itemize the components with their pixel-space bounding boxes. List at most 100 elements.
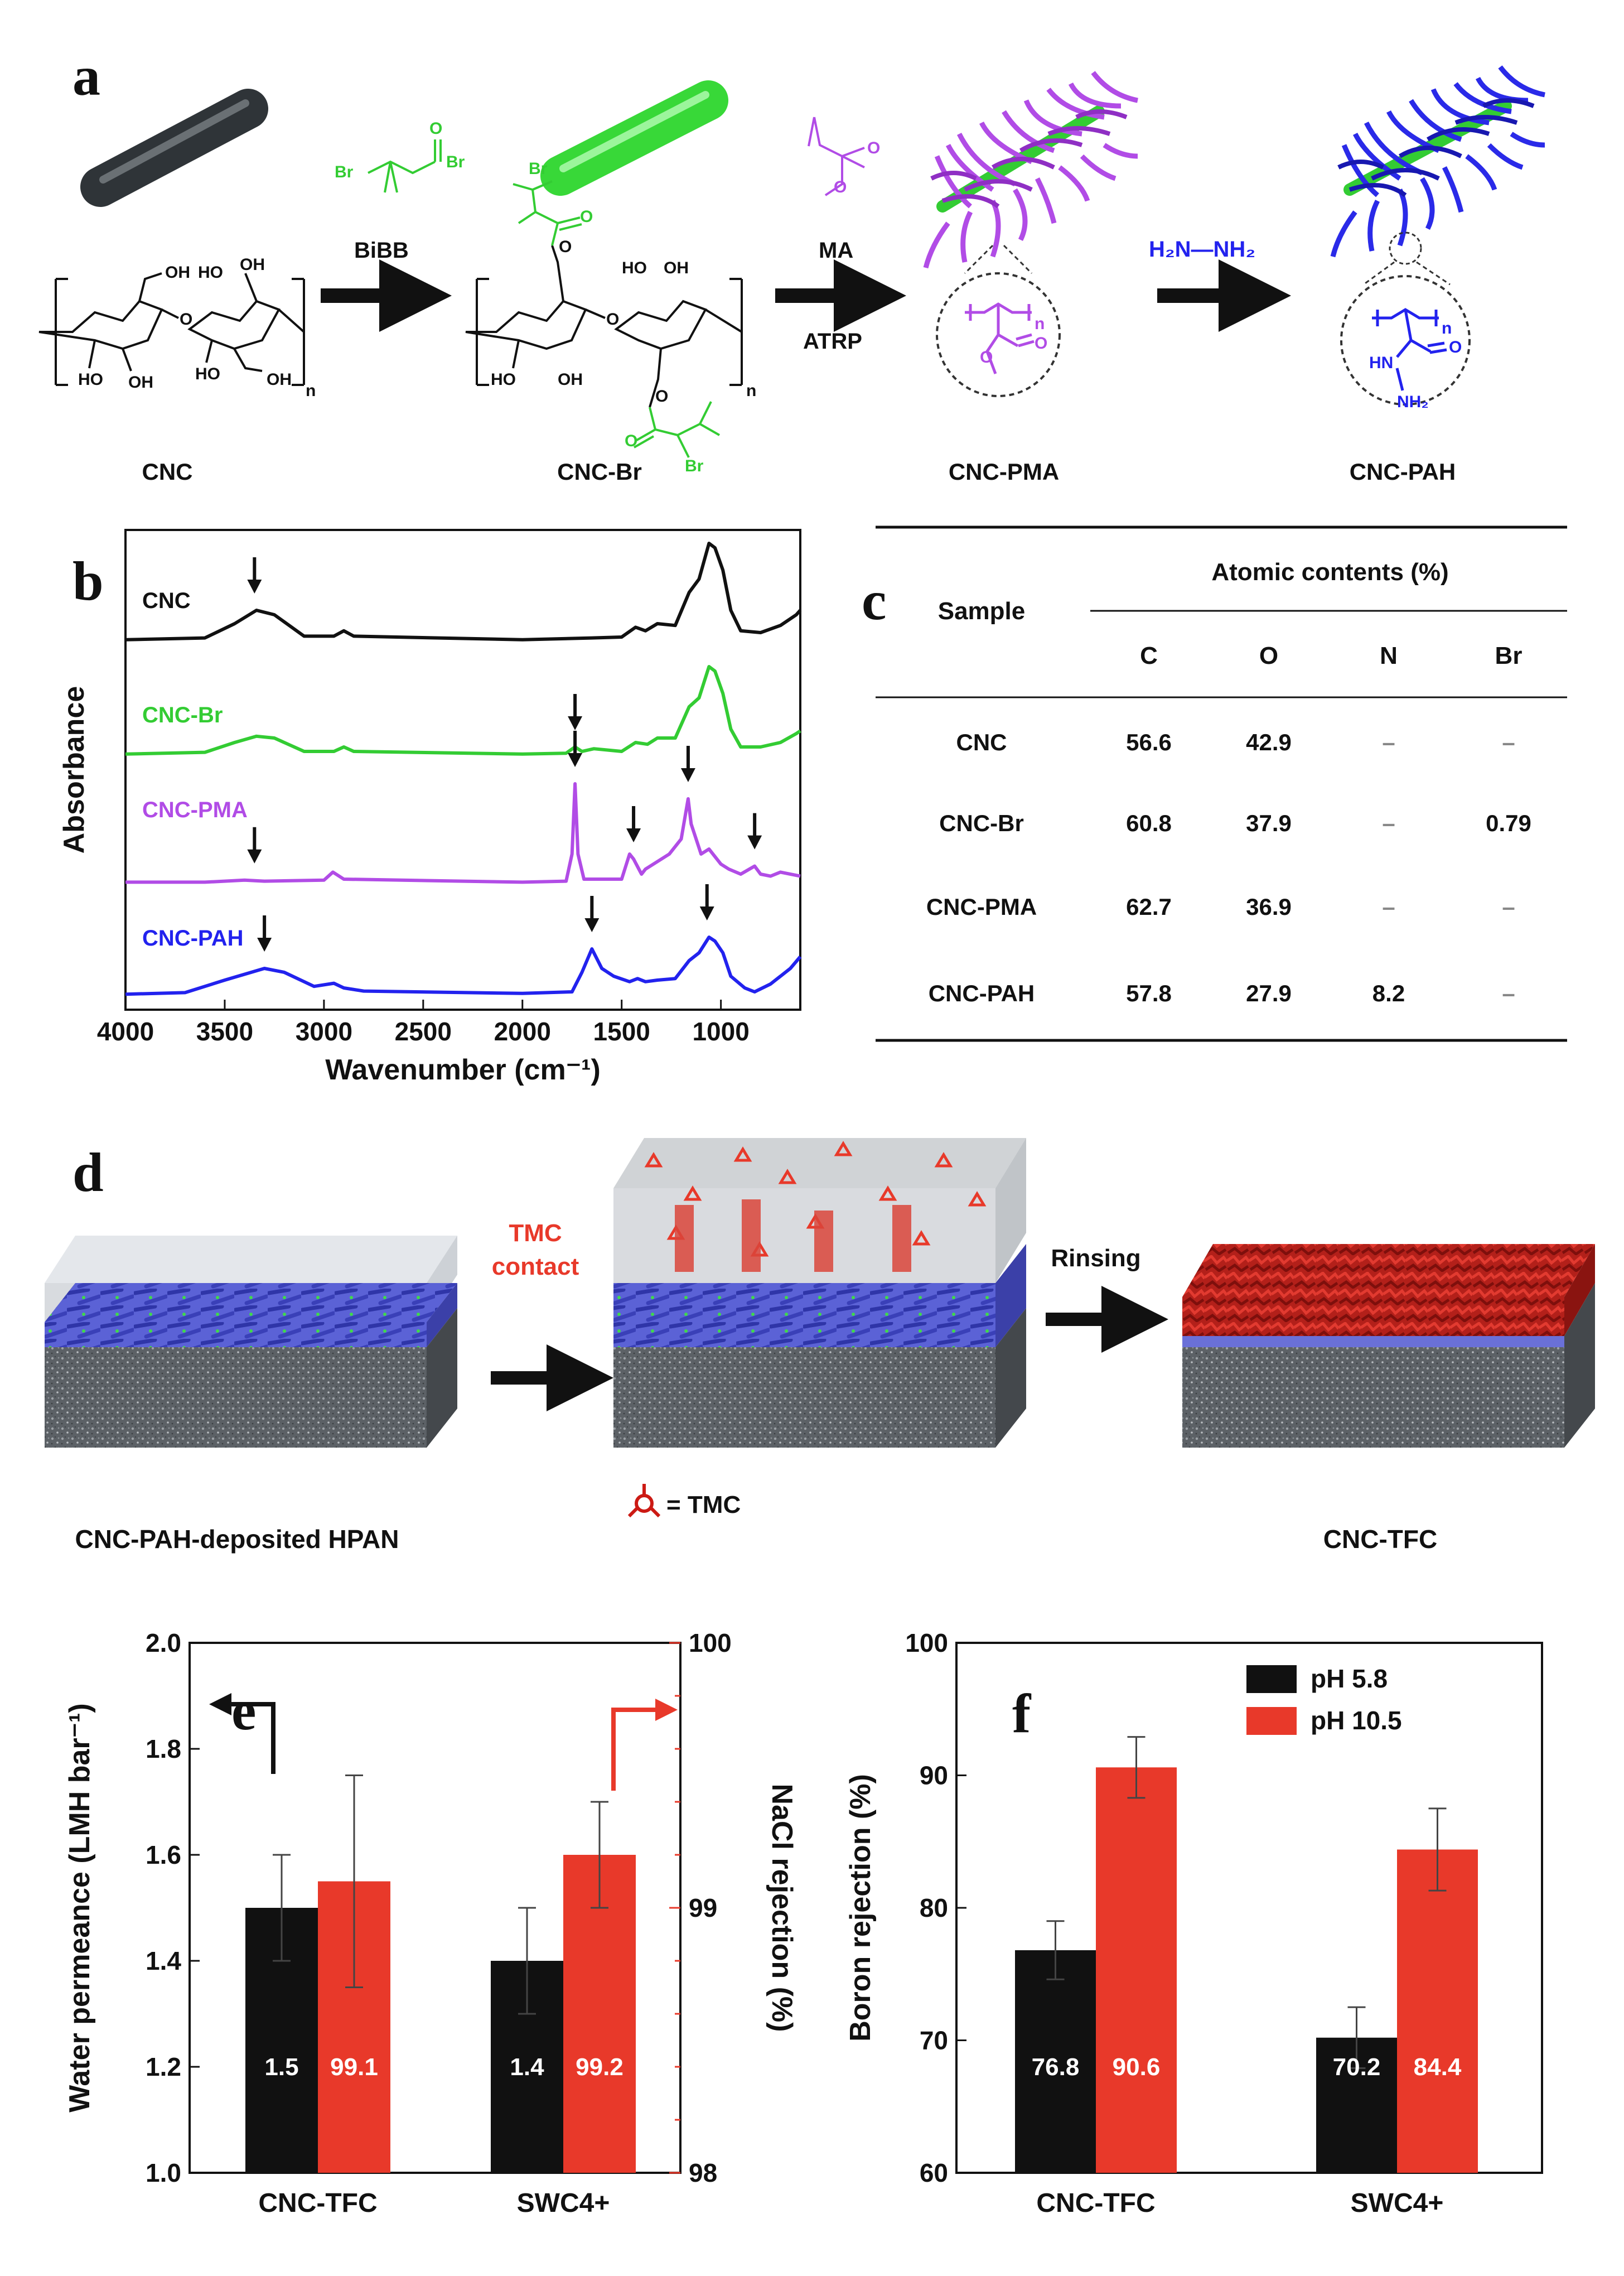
bar-value-label: 90.6	[1113, 2053, 1161, 2081]
chart-f-marks: 60 70 80 90 100 76.8 90.6 CNC-TFC 70.2 84.4 SWC4+	[905, 1628, 1478, 2218]
legend-label-ph58: pH 5.8	[1311, 1664, 1388, 1693]
y-tick-label: 60	[920, 2158, 948, 2187]
atom-label: HO	[491, 370, 516, 389]
legend-swatch-ph58	[1246, 1665, 1297, 1693]
spectra-x-ticks: 4000 3500 3000 2500 2000 1500 1000	[97, 1000, 750, 1046]
table-row-sample: CNC	[956, 729, 1007, 755]
spectra-y-label: Absorbance	[58, 686, 90, 854]
table-column-header: N	[1380, 642, 1398, 669]
y-tick-label-left: 1.2	[146, 2052, 181, 2081]
x-tick-label: 2000	[494, 1017, 551, 1046]
y-tick-label-right: 99	[689, 1893, 717, 1922]
cnc-pma-brush	[923, 71, 1138, 397]
x-tick-label: 3000	[296, 1017, 352, 1046]
y-tick-label: 80	[920, 1893, 948, 1922]
membrane-block-hpan	[45, 1236, 457, 1448]
step-label-tmc: TMC	[509, 1219, 562, 1247]
x-tick-label: 1000	[692, 1017, 749, 1046]
spectrum-label: CNC-PMA	[142, 798, 248, 822]
step-label-rinsing: Rinsing	[1051, 1245, 1140, 1272]
x-tick-label: 4000	[97, 1017, 154, 1046]
label-cnc-tfc: CNC-TFC	[1323, 1525, 1437, 1554]
chart-e-y-label-right: NaCl rejection (%)	[766, 1784, 798, 2032]
y-tick-label: 90	[920, 1761, 948, 1790]
peak-arrow-head	[568, 716, 583, 730]
product-label-cnc-pma: CNC-PMA	[949, 459, 1059, 485]
spectra-frame	[124, 529, 801, 1011]
bibb-atoms: Br O Br	[335, 119, 465, 181]
legend-label-ph105: pH 10.5	[1311, 1706, 1402, 1735]
atom-label: HN	[1369, 354, 1393, 372]
bar-boron-ph105	[1096, 1767, 1177, 2173]
x-tick-label: 1500	[593, 1017, 650, 1046]
y-tick-label-left: 1.8	[146, 1734, 181, 1763]
table-cell: 37.9	[1246, 810, 1292, 836]
cnc-br-rod-green	[540, 80, 728, 196]
peak-arrow-head	[568, 753, 583, 767]
atom-label: O	[655, 387, 668, 406]
panel-b: b 4000 3500 3000 2500 2000 1500 1000 CNC CNC-Br…	[58, 529, 802, 1086]
reagent-bibb: BiBB	[354, 238, 409, 263]
atom-label: O	[1035, 334, 1047, 353]
spectrum-line-cnc	[125, 542, 802, 642]
cnc-br-ester-bottom	[634, 401, 720, 458]
y-tick-label: 100	[905, 1628, 948, 1657]
product-label-cnc: CNC	[142, 459, 193, 485]
table-cell: 62.7	[1126, 894, 1172, 920]
y-tick-label-left: 1.0	[146, 2158, 181, 2187]
panel-f: f 60 70 80 90 100 76.8 90.6 CNC-TFC 70.2 84.4 SWC4…	[844, 1628, 1543, 2218]
table-cell: –	[1382, 810, 1395, 836]
chart-f-y-label: Boron rejection (%)	[844, 1774, 877, 2042]
table-row-sample: CNC-Br	[939, 810, 1024, 836]
table-cell: 27.9	[1246, 980, 1292, 1006]
bar-value-label: 99.2	[576, 2053, 624, 2081]
panel-e: e 1.0 1.2 1.4 1.6 1.8 2.0 98 99 100 1.5 99.1 CNC-TF…	[64, 1628, 798, 2218]
atom-label: O	[1449, 338, 1462, 356]
table-cell: 57.8	[1126, 980, 1172, 1006]
atom-label: Br	[685, 457, 704, 475]
panel-label-f: f	[1012, 1682, 1032, 1744]
bar-value-label: 99.1	[330, 2053, 378, 2081]
atom-label: n	[306, 382, 316, 400]
spectrum-line-cnc-pma	[125, 782, 801, 884]
panel-label-a: a	[72, 45, 100, 107]
left-axis-indicator-arrow	[209, 1693, 276, 1774]
atom-label: OH	[165, 263, 190, 282]
chart-e-y-label-left: Water permeance (LMH bar⁻¹)	[64, 1703, 96, 2112]
bar-boron-ph105	[1397, 1849, 1478, 2173]
bibb-structure	[368, 139, 442, 193]
peak-arrow-head	[247, 580, 262, 594]
atom-label: n	[1442, 319, 1452, 337]
atom-label: OH	[558, 370, 583, 389]
table-header-sample: Sample	[938, 597, 1026, 625]
x-category-label: CNC-TFC	[258, 2188, 377, 2218]
atom-label: OH	[664, 259, 689, 277]
cnc-pah-brush	[1330, 65, 1545, 406]
table-cell: –	[1502, 729, 1515, 755]
reagent-hydrazine: H₂N—NH₂	[1149, 237, 1255, 262]
reagent-ma: MA	[819, 238, 853, 263]
step-label-contact: contact	[492, 1253, 579, 1280]
cnc-br-structure	[465, 245, 743, 408]
atom-label: NH₂	[1397, 393, 1429, 411]
table-column-header: O	[1259, 642, 1278, 669]
atom-label: OH	[128, 373, 153, 392]
chart-f-legend: pH 5.8 pH 10.5	[1246, 1664, 1402, 1735]
table-column-header: C	[1140, 642, 1158, 669]
table-column-header: Br	[1495, 642, 1522, 669]
x-category-label: CNC-TFC	[1036, 2188, 1155, 2218]
bar-value-label: 1.5	[264, 2053, 298, 2081]
pma-atoms: n O O	[980, 315, 1047, 367]
spectrum-label: CNC	[142, 589, 191, 613]
panel-label-e: e	[231, 1680, 256, 1742]
table-cell: 36.9	[1246, 894, 1292, 920]
table-cell: 56.6	[1126, 729, 1172, 755]
atom-label: Br	[335, 163, 354, 181]
panel-label-d: d	[72, 1141, 104, 1203]
table-cell: –	[1502, 980, 1515, 1006]
ma-structure	[808, 117, 865, 196]
atom-label: O	[980, 348, 993, 367]
table-cell: –	[1382, 729, 1395, 755]
bar-value-label: 70.2	[1333, 2053, 1381, 2081]
